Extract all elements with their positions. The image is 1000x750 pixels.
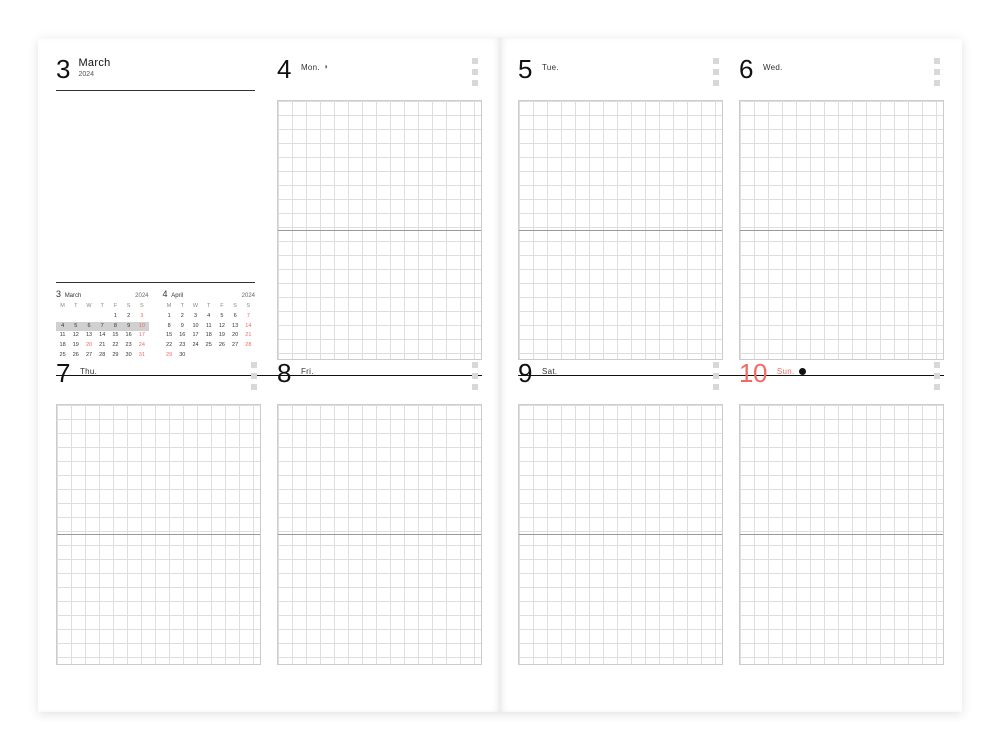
checkbox-square <box>251 373 257 379</box>
checkbox-square <box>713 362 719 368</box>
checkbox-square <box>934 362 940 368</box>
minical-title: 3 March <box>56 289 81 299</box>
minical-year: 2024 <box>135 293 148 299</box>
checkbox-square <box>713 373 719 379</box>
day-cell-mon: 4 Mon.◑ <box>277 56 482 360</box>
right-page: 5 Tue. 6 Wed. 9 Sat. 10 Sun. <box>500 38 962 712</box>
checkbox-square <box>472 58 478 64</box>
month-name: March <box>78 57 110 69</box>
day-of-week: Wed. <box>763 63 783 72</box>
day-number: 8 <box>277 360 291 386</box>
month-heading: 3 March 2024 <box>56 56 261 90</box>
checkbox-square <box>934 69 940 75</box>
checkbox-square <box>934 80 940 86</box>
minical-april: 4 April 2024 MTWTFSS1234567891011121314151… <box>163 289 256 360</box>
day-header: 5 Tue. <box>518 56 723 100</box>
day-header: 8 Fri. <box>277 360 482 404</box>
day-cell-sat: 9 Sat. <box>518 360 723 664</box>
day-cell-wed: 6 Wed. <box>739 56 944 360</box>
checkbox-square <box>472 373 478 379</box>
moon-phase-icon: ◑ <box>323 62 328 71</box>
checkbox-column <box>472 58 478 86</box>
day-number: 5 <box>518 56 532 82</box>
left-page: 3 March 2024 3 March 2024 MTWTFSS123456789… <box>38 38 500 712</box>
checkbox-square <box>472 384 478 390</box>
day-number: 6 <box>739 56 753 82</box>
day-header: 9 Sat. <box>518 360 723 404</box>
writing-grid <box>518 100 723 360</box>
writing-grid <box>739 404 944 664</box>
day-number: 7 <box>56 360 70 386</box>
day-header: 4 Mon.◑ <box>277 56 482 100</box>
mini-calendars: 3 March 2024 MTWTFSS1234567891011121314151… <box>56 282 255 360</box>
day-of-week: Mon. <box>301 63 320 72</box>
checkbox-column <box>472 362 478 390</box>
checkbox-square <box>251 362 257 368</box>
checkbox-square <box>713 384 719 390</box>
checkbox-square <box>934 384 940 390</box>
day-header: 7 Thu. <box>56 360 261 404</box>
notes-area <box>56 91 261 276</box>
day-number: 10 <box>739 360 767 386</box>
day-number: 9 <box>518 360 532 386</box>
minical-march: 3 March 2024 MTWTFSS1234567891011121314151… <box>56 289 149 360</box>
day-cell-tue: 5 Tue. <box>518 56 723 360</box>
month-info-cell: 3 March 2024 3 March 2024 MTWTFSS123456789… <box>56 56 261 360</box>
checkbox-square <box>251 384 257 390</box>
day-number: 4 <box>277 56 291 82</box>
checkbox-square <box>472 80 478 86</box>
day-of-week: Sat. <box>542 367 557 376</box>
new-moon-icon <box>799 368 806 375</box>
checkbox-column <box>251 362 257 390</box>
month-number: 3 <box>56 56 70 82</box>
writing-grid <box>739 100 944 360</box>
day-of-week: Sun. <box>777 367 795 376</box>
checkbox-square <box>713 69 719 75</box>
checkbox-square <box>472 362 478 368</box>
top-row-right: 5 Tue. 6 Wed. <box>518 56 944 360</box>
month-year: 2024 <box>78 71 110 78</box>
bottom-row-left: 7 Thu. 8 Fri. <box>56 360 482 664</box>
checkbox-square <box>934 58 940 64</box>
day-header: 6 Wed. <box>739 56 944 100</box>
day-cell-fri: 8 Fri. <box>277 360 482 664</box>
checkbox-square <box>713 58 719 64</box>
day-of-week: Tue. <box>542 63 559 72</box>
day-of-week: Fri. <box>301 367 314 376</box>
writing-grid <box>518 404 723 664</box>
writing-grid <box>277 404 482 664</box>
top-row-left: 3 March 2024 3 March 2024 MTWTFSS123456789… <box>56 56 482 360</box>
writing-grid <box>56 404 261 664</box>
day-cell-thu: 7 Thu. <box>56 360 261 664</box>
checkbox-column <box>934 362 940 390</box>
planner-spread: 3 March 2024 3 March 2024 MTWTFSS123456789… <box>38 38 962 712</box>
day-cell-sun: 10 Sun. <box>739 360 944 664</box>
day-header: 10 Sun. <box>739 360 944 404</box>
minical-year: 2024 <box>242 293 255 299</box>
checkbox-square <box>934 373 940 379</box>
minical-table: MTWTFSS123456789101112131415161718192021… <box>56 302 149 360</box>
day-of-week: Thu. <box>80 367 97 376</box>
bottom-row-right: 9 Sat. 10 Sun. <box>518 360 944 664</box>
checkbox-column <box>713 362 719 390</box>
writing-grid <box>277 100 482 360</box>
minical-title: 4 April <box>163 289 184 299</box>
checkbox-column <box>713 58 719 86</box>
checkbox-square <box>472 69 478 75</box>
checkbox-column <box>934 58 940 86</box>
minical-table: MTWTFSS123456789101112131415161718192021… <box>163 302 256 360</box>
checkbox-square <box>713 80 719 86</box>
